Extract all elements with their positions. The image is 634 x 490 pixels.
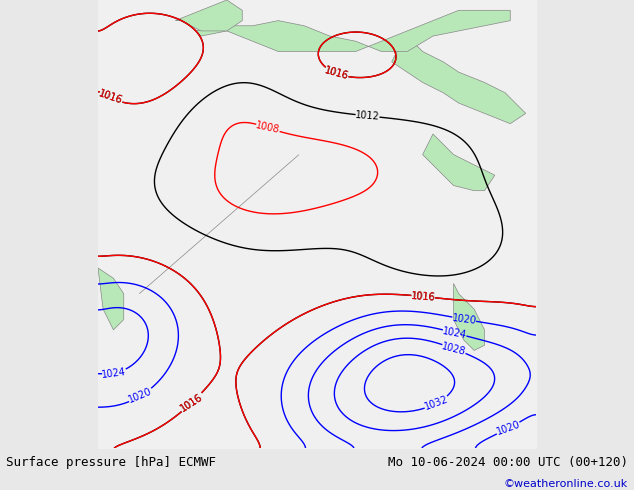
Text: Mo 10-06-2024 00:00 UTC (00+120): Mo 10-06-2024 00:00 UTC (00+120) xyxy=(387,456,628,469)
Polygon shape xyxy=(139,155,299,294)
Polygon shape xyxy=(175,0,242,31)
Polygon shape xyxy=(392,41,526,123)
Text: 1012: 1012 xyxy=(355,110,380,122)
Text: 1032: 1032 xyxy=(423,394,450,412)
Text: 1016: 1016 xyxy=(411,291,436,302)
Text: 1024: 1024 xyxy=(101,367,127,380)
Text: 1028: 1028 xyxy=(441,341,467,357)
Text: 1016: 1016 xyxy=(98,89,124,106)
Polygon shape xyxy=(453,283,484,350)
Polygon shape xyxy=(423,134,495,191)
Text: 1016: 1016 xyxy=(98,89,124,106)
Text: Surface pressure [hPa] ECMWF: Surface pressure [hPa] ECMWF xyxy=(6,456,216,469)
Text: 1016: 1016 xyxy=(323,66,350,82)
Polygon shape xyxy=(98,268,124,330)
Text: 1020: 1020 xyxy=(451,313,477,326)
Polygon shape xyxy=(196,10,510,51)
Text: 1020: 1020 xyxy=(495,419,521,437)
Text: 1008: 1008 xyxy=(255,121,281,135)
Text: 1020: 1020 xyxy=(127,387,154,405)
Text: 1016: 1016 xyxy=(179,392,205,414)
Text: 1016: 1016 xyxy=(411,291,436,302)
Text: ©weatheronline.co.uk: ©weatheronline.co.uk xyxy=(503,479,628,489)
Text: 1016: 1016 xyxy=(179,392,205,414)
Text: 1016: 1016 xyxy=(323,66,350,82)
Text: 1024: 1024 xyxy=(442,326,468,340)
